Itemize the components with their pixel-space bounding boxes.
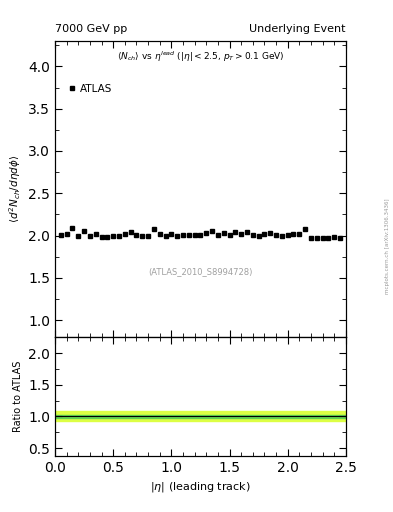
ATLAS — [338, 235, 342, 241]
ATLAS — [309, 235, 313, 241]
ATLAS — [105, 234, 110, 241]
ATLAS — [134, 232, 139, 238]
ATLAS — [204, 230, 209, 236]
ATLAS — [297, 231, 302, 237]
ATLAS — [291, 231, 296, 237]
ATLAS — [157, 231, 162, 237]
ATLAS — [123, 231, 127, 237]
X-axis label: $|\eta|$ (leading track): $|\eta|$ (leading track) — [150, 480, 251, 494]
ATLAS — [59, 232, 63, 238]
ATLAS — [221, 230, 226, 236]
ATLAS — [268, 230, 273, 236]
Legend: ATLAS: ATLAS — [66, 82, 114, 96]
ATLAS — [152, 226, 156, 232]
ATLAS — [111, 232, 116, 239]
ATLAS — [198, 232, 203, 238]
Line: ATLAS: ATLAS — [59, 226, 342, 241]
ATLAS — [303, 226, 307, 232]
ATLAS — [256, 233, 261, 240]
ATLAS — [94, 231, 98, 237]
ATLAS — [181, 232, 185, 238]
ATLAS — [146, 232, 151, 239]
ATLAS — [250, 232, 255, 238]
ATLAS — [314, 235, 319, 241]
ATLAS — [326, 235, 331, 241]
ATLAS — [99, 234, 104, 241]
ATLAS — [175, 233, 180, 240]
ATLAS — [117, 232, 121, 239]
ATLAS — [128, 229, 133, 236]
ATLAS — [279, 232, 284, 239]
ATLAS — [169, 231, 174, 237]
Y-axis label: $\langle d^2 N_{ch}/d\eta d\phi \rangle$: $\langle d^2 N_{ch}/d\eta d\phi \rangle$ — [7, 155, 23, 223]
Text: Underlying Event: Underlying Event — [249, 24, 346, 34]
Text: (ATLAS_2010_S8994728): (ATLAS_2010_S8994728) — [148, 267, 253, 276]
ATLAS — [82, 228, 86, 234]
ATLAS — [210, 228, 215, 234]
ATLAS — [227, 232, 232, 238]
ATLAS — [274, 232, 278, 238]
ATLAS — [244, 229, 249, 236]
ATLAS — [88, 232, 92, 239]
ATLAS — [332, 234, 336, 241]
ATLAS — [285, 232, 290, 238]
ATLAS — [186, 232, 191, 238]
ATLAS — [64, 231, 69, 237]
ATLAS — [140, 232, 145, 239]
ATLAS — [163, 232, 168, 239]
ATLAS — [262, 231, 267, 237]
ATLAS — [239, 231, 244, 237]
Y-axis label: Ratio to ATLAS: Ratio to ATLAS — [13, 361, 23, 432]
ATLAS — [233, 229, 238, 236]
Text: mcplots.cern.ch [arXiv:1306.3436]: mcplots.cern.ch [arXiv:1306.3436] — [385, 198, 389, 293]
ATLAS — [70, 225, 75, 231]
ATLAS — [76, 233, 81, 240]
ATLAS — [192, 232, 197, 238]
ATLAS — [215, 232, 220, 238]
ATLAS — [320, 235, 325, 241]
Text: $\langle N_{ch} \rangle$ vs $\eta^{lead}$ ($|\eta| < 2.5$, $p_T > 0.1$ GeV): $\langle N_{ch} \rangle$ vs $\eta^{lead}… — [117, 50, 284, 64]
Text: 7000 GeV pp: 7000 GeV pp — [55, 24, 127, 34]
